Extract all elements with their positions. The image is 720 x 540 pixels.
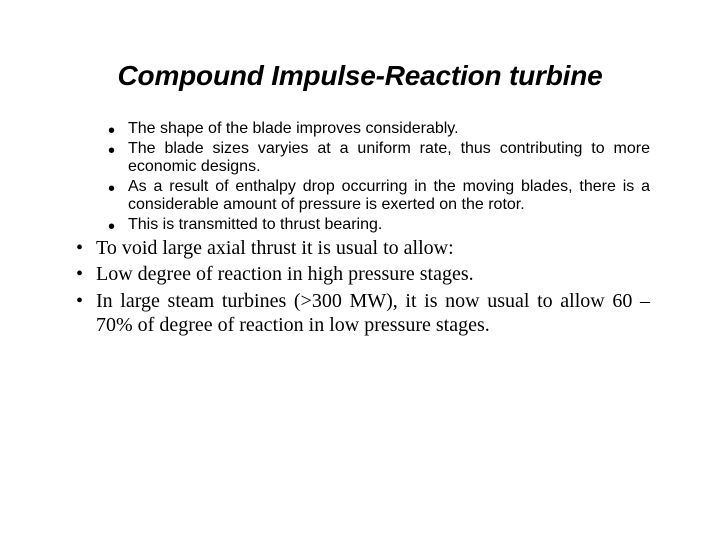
slide: Compound Impulse-Reaction turbine The sh… bbox=[0, 0, 720, 540]
inner-bullet-list: The shape of the blade improves consider… bbox=[70, 120, 650, 234]
outer-bullet-list: To void large axial thrust it is usual t… bbox=[70, 236, 650, 338]
list-item: This is transmitted to thrust bearing. bbox=[70, 216, 650, 234]
list-item: To void large axial thrust it is usual t… bbox=[70, 236, 650, 260]
slide-title: Compound Impulse-Reaction turbine bbox=[70, 60, 650, 92]
list-item: In large steam turbines (>300 MW), it is… bbox=[70, 289, 650, 338]
list-item: The blade sizes varyies at a uniform rat… bbox=[70, 140, 650, 176]
list-item: As a result of enthalpy drop occurring i… bbox=[70, 178, 650, 214]
list-item: The shape of the blade improves consider… bbox=[70, 120, 650, 138]
list-item: Low degree of reaction in high pressure … bbox=[70, 262, 650, 286]
